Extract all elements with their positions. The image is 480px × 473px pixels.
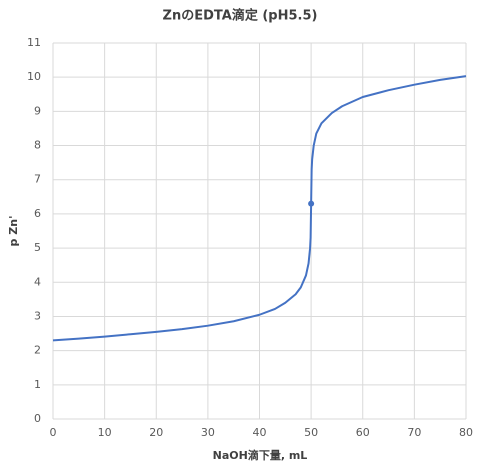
- y-tick-label: 5: [34, 241, 41, 254]
- y-tick-label: 2: [34, 344, 41, 357]
- y-tick-label: 11: [27, 36, 41, 49]
- curve: [52, 75, 467, 342]
- x-tick-label: 0: [50, 426, 57, 439]
- x-tick-label: 60: [356, 426, 370, 439]
- x-tick-label: 40: [253, 426, 267, 439]
- y-tick-label: 3: [34, 309, 41, 322]
- x-tick-label: 80: [459, 426, 473, 439]
- x-tick-label: 20: [149, 426, 163, 439]
- x-tick-label: 50: [304, 426, 318, 439]
- y-tick-label: 10: [27, 70, 41, 83]
- y-tick-label: 0: [34, 412, 41, 425]
- y-tick-label: 6: [34, 207, 41, 220]
- x-axis-title: NaOH滴下量, mL: [213, 448, 308, 462]
- y-tick-label: 1: [34, 378, 41, 391]
- x-tick-label: 30: [201, 426, 215, 439]
- equivalence-point: [308, 200, 315, 207]
- y-tick-label: 7: [34, 173, 41, 186]
- y-axis-title: p Zn': [7, 216, 20, 247]
- y-tick-label: 8: [34, 139, 41, 152]
- y-tick-label: 9: [34, 104, 41, 117]
- x-tick-label: 70: [407, 426, 421, 439]
- chart-title: ZnのEDTA滴定 (pH5.5): [163, 8, 318, 24]
- x-tick-label: 10: [98, 426, 112, 439]
- y-tick-label: 4: [34, 275, 41, 288]
